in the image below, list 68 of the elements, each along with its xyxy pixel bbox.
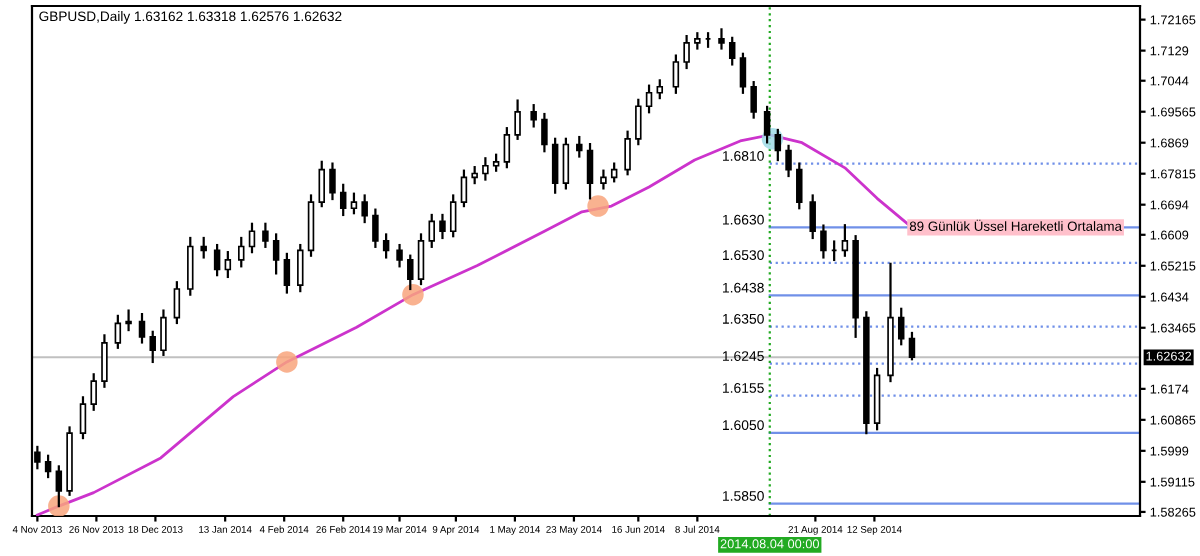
candlestick [503, 127, 511, 169]
candlestick [44, 454, 52, 479]
candlestick [897, 307, 905, 346]
candlestick [382, 233, 390, 259]
candlestick [272, 233, 280, 275]
candlestick [774, 128, 782, 162]
candlestick [125, 309, 132, 332]
candlestick [224, 251, 232, 279]
candlestick [551, 137, 559, 194]
candlestick [739, 52, 747, 94]
point [276, 351, 298, 373]
candlestick [283, 252, 291, 294]
candlestick [600, 169, 607, 190]
candlestick [372, 208, 379, 248]
candlestick [361, 194, 368, 224]
candlestick [329, 162, 336, 201]
candlestick [796, 162, 803, 210]
candlestick [586, 143, 594, 200]
candlestick [238, 236, 245, 268]
candlestick [101, 334, 108, 388]
candlestick [407, 254, 414, 291]
candlestick [149, 330, 156, 364]
candlestick [160, 309, 167, 356]
candlestick [576, 135, 583, 158]
candlestick [624, 130, 631, 176]
candlestick [138, 313, 146, 344]
candlestick [841, 224, 849, 257]
candlestick [750, 81, 757, 119]
candlestick [339, 183, 347, 217]
candlestick [213, 243, 221, 277]
candlestick [908, 331, 916, 361]
candlestick [79, 396, 87, 440]
candlestick [439, 213, 446, 240]
candlestick [187, 236, 194, 296]
candlestick [763, 105, 771, 144]
candlestick [417, 233, 425, 286]
candlestick [645, 84, 653, 114]
candlestick [460, 169, 468, 208]
candlestick [200, 236, 207, 259]
candlestick [785, 144, 792, 178]
candlestick [90, 373, 97, 411]
candlestick [672, 54, 680, 94]
candlestick [114, 314, 122, 349]
candlestick [55, 465, 63, 508]
point [48, 495, 70, 516]
candlestick [873, 367, 881, 431]
point [587, 195, 609, 217]
candlestick [173, 281, 181, 325]
candlestick [449, 194, 457, 238]
candlestick [683, 34, 690, 70]
candlestick [728, 36, 736, 66]
candlestick [428, 213, 435, 248]
candlestick [318, 160, 325, 208]
candlestick [809, 194, 816, 240]
candlestick [396, 243, 403, 268]
candlestick [718, 28, 725, 50]
candlestick [514, 99, 521, 140]
candlestick [635, 98, 642, 146]
candlestick [350, 192, 358, 215]
candlestick [562, 137, 570, 190]
candlestick [820, 224, 827, 259]
candlestick [541, 112, 548, 153]
point [402, 283, 424, 306]
candlestick [482, 157, 489, 181]
candlestick [248, 222, 256, 254]
candlestick [262, 222, 269, 248]
candlestick [530, 104, 537, 128]
candlestick [297, 243, 304, 293]
